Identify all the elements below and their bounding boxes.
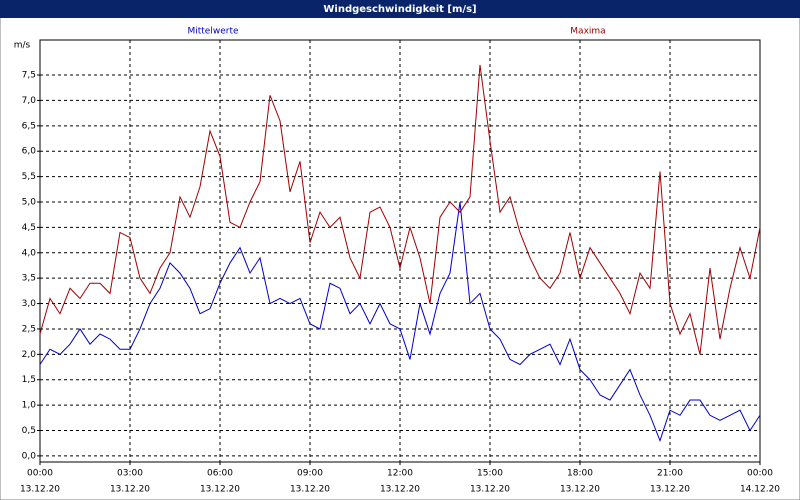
x-tick-label: 03:00: [117, 469, 143, 479]
x-tick-date: 13.12.20: [470, 485, 510, 495]
x-tick-date: 13.12.20: [560, 485, 600, 495]
series-line: [39, 64, 761, 355]
legend-label: Maxima: [570, 27, 605, 37]
y-axis-label: m/s: [14, 41, 31, 51]
y-tick-label: 7,5: [22, 71, 36, 81]
y-tick-label: 2,5: [22, 324, 36, 334]
x-tick-date: 13.12.20: [20, 485, 60, 495]
x-tick-date: 13.12.20: [110, 485, 150, 495]
y-tick-label: 6,0: [22, 147, 37, 157]
y-tick-label: 3,5: [22, 274, 36, 284]
x-tick-label: 21:00: [657, 469, 683, 479]
y-tick-label: 0,5: [22, 426, 36, 436]
series-line: [39, 201, 761, 443]
x-tick-label: 00:00: [747, 469, 773, 479]
x-tick-date: 13.12.20: [380, 485, 420, 495]
y-tick-label: 0,0: [22, 451, 37, 461]
x-tick-date: 14.12.20: [740, 485, 780, 495]
y-tick-label: 5,0: [22, 197, 37, 207]
x-tick-label: 12:00: [387, 469, 413, 479]
x-tick-date: 13.12.20: [290, 485, 330, 495]
y-tick-label: 4,0: [22, 248, 37, 258]
x-tick-label: 09:00: [297, 469, 323, 479]
legend-label: Mittelwerte: [187, 27, 238, 37]
y-tick-label: 1,5: [22, 375, 36, 385]
x-tick-label: 06:00: [207, 469, 233, 479]
x-tick-label: 00:00: [27, 469, 53, 479]
x-tick-date: 13.12.20: [200, 485, 240, 495]
x-tick-label: 15:00: [477, 469, 503, 479]
y-tick-label: 3,0: [22, 299, 37, 309]
y-tick-label: 7,0: [22, 96, 37, 106]
y-tick-label: 2,0: [22, 350, 37, 360]
y-tick-label: 5,5: [22, 172, 36, 182]
x-tick-label: 18:00: [567, 469, 593, 479]
title-bar: [0, 0, 800, 18]
y-tick-label: 4,5: [22, 223, 36, 233]
x-tick-date: 13.12.20: [650, 485, 690, 495]
y-tick-label: 6,5: [22, 121, 36, 131]
y-tick-label: 1,0: [22, 401, 37, 411]
chart-title: Windgeschwindigkeit [m/s]: [323, 4, 476, 15]
